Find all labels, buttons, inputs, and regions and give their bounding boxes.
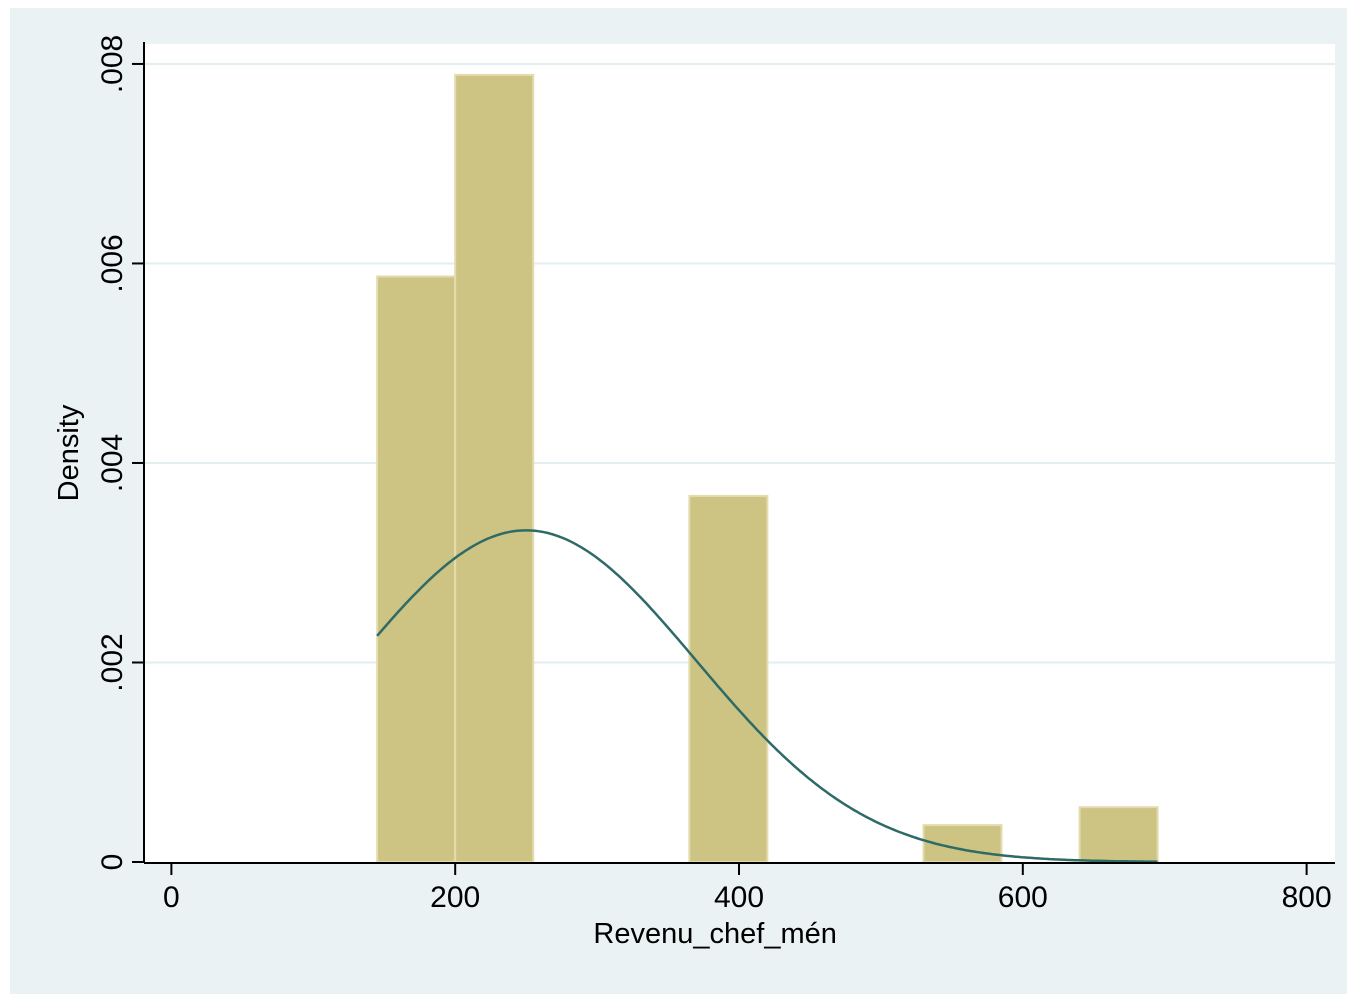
x-tick-label-1: 200 — [430, 881, 480, 914]
y-tick-label-4: .008 — [96, 35, 129, 93]
histogram-bar-9 — [1078, 806, 1159, 864]
histogram-bar-1 — [454, 73, 535, 864]
x-tick-label-4: 800 — [1282, 881, 1332, 914]
histogram-bar-0 — [376, 275, 457, 863]
x-tick-label-2: 400 — [714, 881, 764, 914]
axes: 0 200 400 600 800 0 .002 .004 .006 .008 — [96, 35, 1335, 914]
grid-lines — [143, 62, 1335, 664]
x-axis-label: Revenu_chef_mén — [593, 918, 836, 950]
chart-frame: 0 200 400 600 800 0 .002 .004 .006 .008 Revenu_ch… — [10, 8, 1347, 994]
y-tick-label-1: .002 — [96, 633, 129, 691]
normal-density-curve — [376, 529, 1158, 863]
y-axis-label: Density — [53, 404, 85, 501]
histogram-chart: 0 200 400 600 800 0 .002 .004 .006 .008 Revenu_ch… — [53, 35, 1335, 950]
y-tick-label-3: .006 — [96, 234, 129, 292]
y-tick-label-0: 0 — [96, 854, 129, 871]
caption-strip — [0, 0, 1347, 8]
x-tick-label-3: 600 — [998, 881, 1048, 914]
y-tick-label-2: .004 — [96, 434, 129, 492]
x-tick-label-0: 0 — [163, 881, 180, 914]
histogram-bar-4 — [688, 494, 769, 863]
